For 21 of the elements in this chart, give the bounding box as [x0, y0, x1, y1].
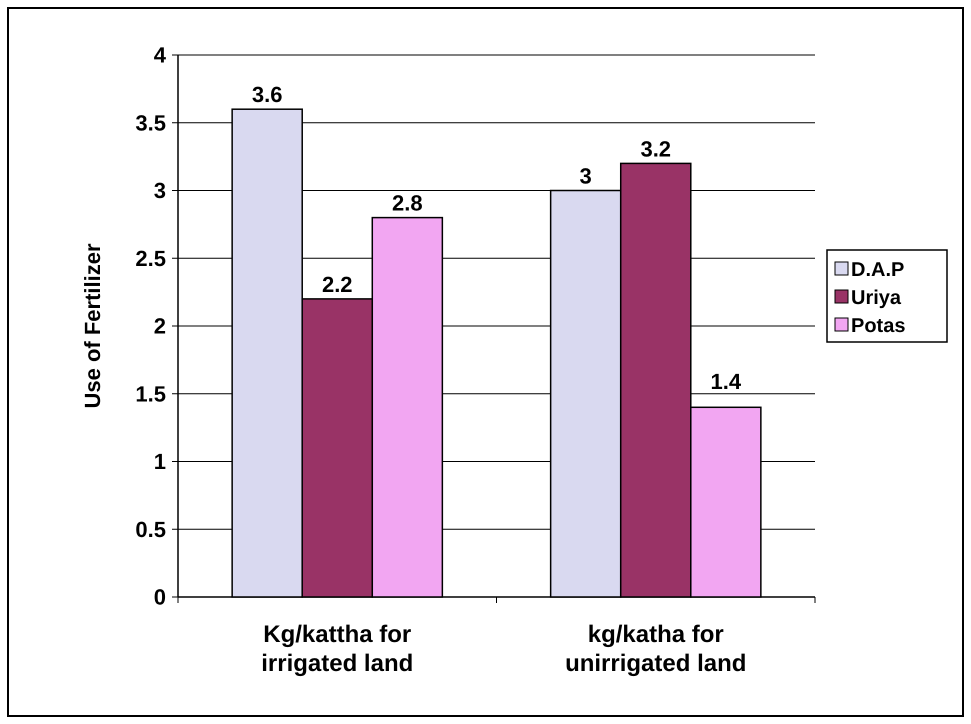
y-tick-label: 0.5	[135, 516, 166, 542]
data-label: 2.2	[322, 272, 353, 297]
y-tick-label: 3	[154, 178, 166, 204]
legend-label: D.A.P	[851, 259, 904, 281]
y-tick-label: 4	[154, 42, 167, 68]
y-tick-label: 2	[154, 314, 166, 339]
x-tick-label: Kg/kattha for irrigated land	[261, 621, 414, 677]
y-tick-label: 1.5	[135, 381, 166, 406]
data-label: 3.2	[640, 136, 672, 162]
data-label: 3.6	[252, 82, 282, 108]
data-label: 2.8	[392, 190, 423, 216]
x-tick-label: kg/katha for unirrigated land	[565, 621, 746, 677]
data-label: 3	[580, 164, 592, 188]
y-tick-label: 1	[154, 449, 166, 474]
y-tick-label: 3.5	[135, 110, 166, 136]
y-tick-label: 2.5	[135, 246, 166, 271]
legend-label: Potas	[851, 315, 906, 337]
data-label: 1.4	[710, 368, 742, 394]
y-tick-label: 0	[154, 584, 166, 610]
y-axis-title: Use of Fertilizer	[80, 243, 105, 409]
legend-label: Uriya	[851, 287, 902, 309]
